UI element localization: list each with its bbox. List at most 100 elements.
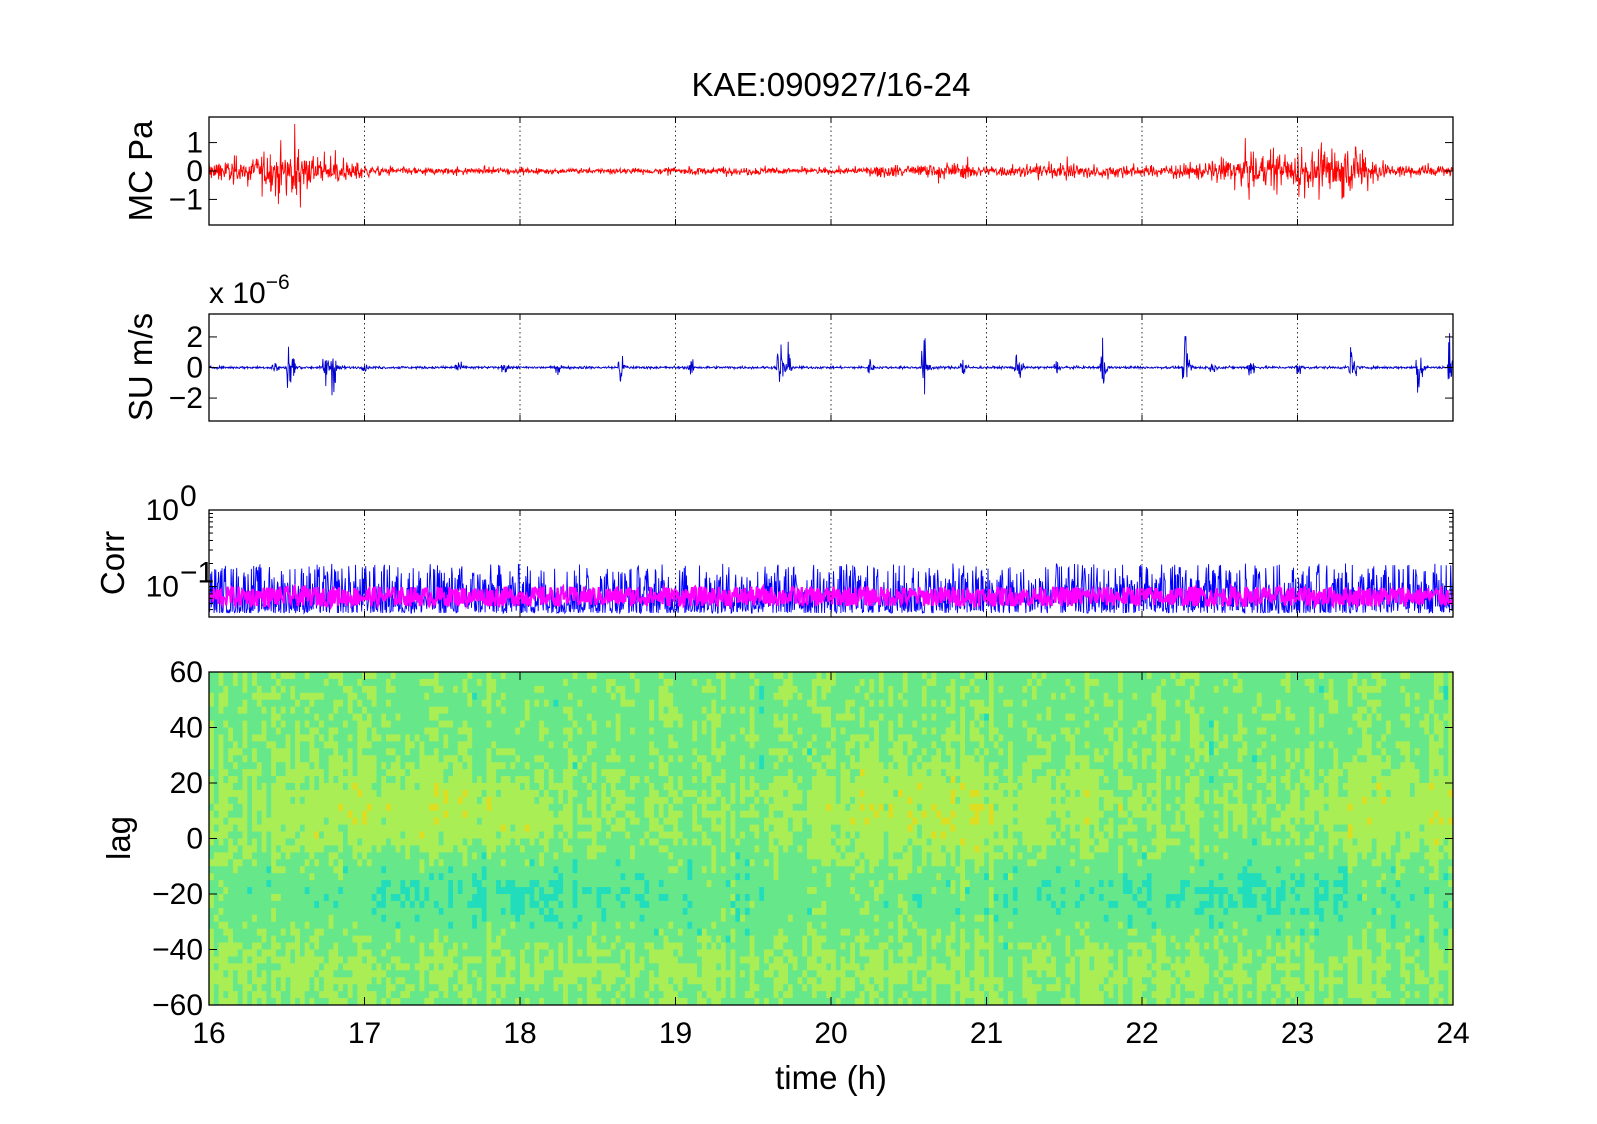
heatmap-cell: [467, 769, 473, 777]
heatmap-cell: [572, 762, 579, 770]
heatmap-cell: [1022, 776, 1028, 784]
heatmap-cell: [697, 789, 703, 798]
heatmap-cell: [840, 776, 846, 784]
heatmap-cell: [687, 699, 693, 708]
heatmap-cell: [213, 762, 220, 770]
heatmap-cell: [1362, 734, 1368, 742]
heatmap-cell: [472, 727, 478, 736]
heatmap-cell: [969, 748, 976, 756]
heatmap-cell: [1342, 741, 1349, 749]
heatmap-cell: [854, 755, 861, 763]
heatmap-cell: [1304, 678, 1311, 687]
heatmap-cell: [984, 720, 990, 729]
heatmap-cell: [486, 699, 492, 708]
heatmap-cell: [974, 699, 980, 708]
heatmap-cell: [634, 796, 641, 805]
heatmap-cell: [668, 769, 674, 777]
heatmap-cell: [888, 783, 894, 791]
heatmap-cell: [601, 706, 607, 715]
heatmap-cell: [649, 769, 655, 777]
heatmap-cell: [1151, 748, 1157, 756]
heatmap-cell: [941, 672, 947, 680]
heatmap-cell: [496, 720, 502, 729]
heatmap-cell: [969, 713, 976, 722]
heatmap-cell: [534, 762, 540, 770]
heatmap-cell: [1319, 692, 1325, 701]
su-velocity-scale-exponent: −6: [266, 271, 290, 294]
heatmap-cell: [845, 796, 851, 805]
heatmap-cell: [1271, 699, 1277, 708]
heatmap-cell: [792, 713, 799, 722]
heatmap-cell: [534, 783, 540, 791]
heatmap-cell: [1381, 699, 1387, 708]
heatmap-cell: [1362, 678, 1368, 687]
heatmap-cell: [988, 720, 995, 729]
heatmap-cell: [984, 685, 990, 694]
heatmap-cell: [1218, 692, 1224, 701]
heatmap-cell: [209, 672, 215, 680]
heatmap-cell: [1433, 727, 1440, 736]
heatmap-cell: [1146, 699, 1153, 708]
heatmap-cell: [993, 734, 1000, 742]
heatmap-cell: [749, 769, 756, 777]
heatmap-cell: [821, 748, 827, 756]
heatmap-cell: [1070, 727, 1076, 736]
heatmap-cell: [1017, 789, 1023, 798]
heatmap-cell: [280, 748, 287, 756]
heatmap-cell: [1419, 789, 1425, 798]
heatmap-cell: [500, 789, 507, 798]
heatmap-cell: [1118, 783, 1124, 791]
heatmap-cell: [797, 706, 803, 715]
heatmap-cell: [390, 685, 397, 694]
heatmap-cell: [1194, 713, 1201, 722]
heatmap-cell: [831, 769, 837, 777]
heatmap-cell: [1376, 769, 1382, 777]
heatmap-cell: [505, 685, 512, 694]
heatmap-cell: [1424, 748, 1430, 756]
heatmap-cell: [630, 796, 636, 805]
heatmap-cell: [1347, 713, 1354, 722]
heatmap-cell: [1443, 699, 1449, 708]
heatmap-cell: [850, 776, 856, 784]
heatmap-cell: [912, 713, 918, 722]
heatmap-cell: [1075, 741, 1081, 749]
heatmap-cell: [1242, 713, 1248, 722]
heatmap-cell: [582, 672, 588, 680]
heatmap-cell: [1381, 776, 1387, 784]
heatmap-cell: [400, 789, 406, 798]
heatmap-cell: [907, 713, 913, 722]
heatmap-cell: [1208, 748, 1215, 756]
heatmap-cell: [390, 734, 397, 742]
heatmap-cell: [912, 741, 918, 749]
heatmap-cell: [1376, 783, 1382, 791]
heatmap-cell: [1275, 734, 1282, 742]
heatmap-cell: [524, 755, 531, 763]
heatmap-cell: [534, 789, 540, 798]
heatmap-cell: [878, 685, 885, 694]
heatmap-cell: [299, 769, 306, 777]
heatmap-cell: [342, 789, 349, 798]
heatmap-cell: [1237, 762, 1244, 770]
heatmap-cell: [864, 741, 870, 749]
heatmap-cell: [1031, 776, 1038, 784]
heatmap-cell: [366, 741, 373, 749]
heatmap-cell: [606, 706, 612, 715]
heatmap-cell: [448, 741, 454, 749]
heatmap-cell: [668, 685, 674, 694]
heatmap-cell: [955, 762, 961, 770]
heatmap-cell: [1438, 769, 1445, 777]
heatmap-cell: [653, 734, 660, 742]
heatmap-cell: [529, 789, 535, 798]
heatmap-cell: [835, 741, 842, 749]
heatmap-cell: [1232, 713, 1239, 722]
heatmap-cell: [677, 720, 684, 729]
heatmap-cell: [486, 685, 492, 694]
heatmap-cell: [314, 672, 320, 680]
heatmap-cell: [314, 755, 320, 763]
heatmap-cell: [1022, 713, 1028, 722]
heatmap-cell: [209, 720, 215, 729]
heatmap-cell: [1405, 685, 1411, 694]
heatmap-cell: [692, 685, 698, 694]
heatmap-cell: [1003, 776, 1009, 784]
heatmap-cell: [735, 727, 741, 736]
